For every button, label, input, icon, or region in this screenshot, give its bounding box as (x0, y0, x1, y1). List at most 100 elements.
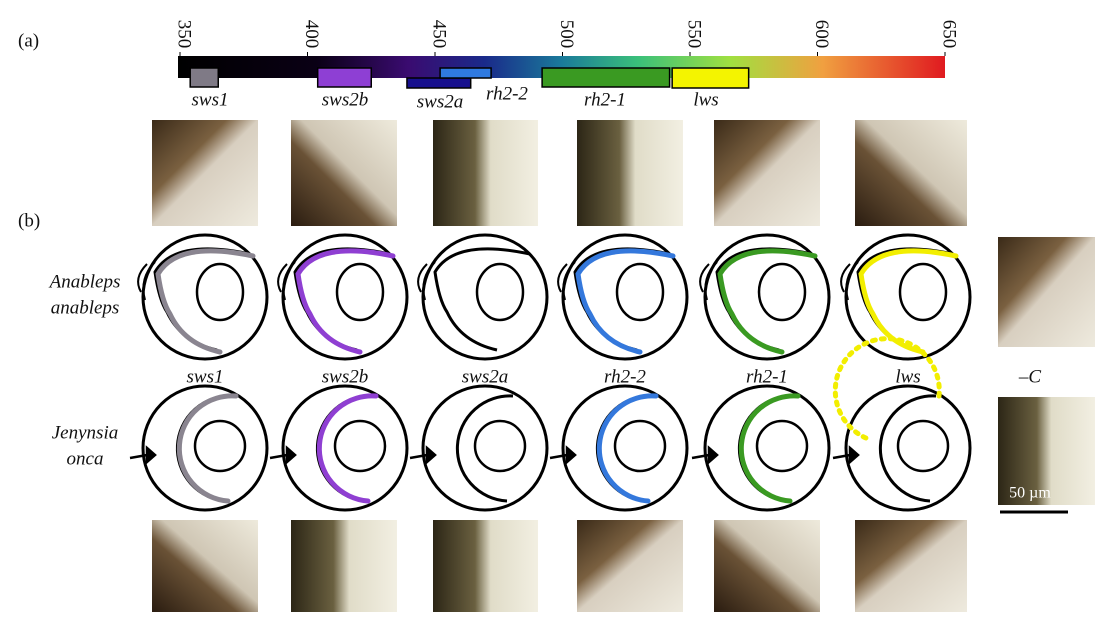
tick-label: 350 (174, 20, 195, 49)
column-label: rh2-1 (746, 366, 788, 387)
cornea (137, 261, 156, 301)
retina (878, 394, 937, 503)
opsin-label: rh2-1 (584, 89, 626, 110)
micrograph (433, 520, 538, 612)
opsin-expression (295, 248, 396, 355)
eye-outline (421, 233, 549, 361)
opsin-label: lws (693, 89, 718, 110)
opsin-expression (316, 393, 379, 504)
micrograph (714, 520, 820, 612)
eye-outline (703, 233, 831, 361)
lens (193, 419, 247, 473)
panel-label: (b) (18, 210, 40, 231)
lens (333, 419, 387, 473)
tick-label: 550 (684, 20, 705, 49)
cornea (277, 261, 296, 301)
column-label: –C (1018, 366, 1042, 387)
opsin-range (439, 67, 492, 79)
column-label: sws2a (462, 366, 508, 387)
micrograph (998, 397, 1095, 505)
column-label: sws1 (187, 366, 224, 387)
lens (898, 262, 948, 322)
tick-label: 500 (556, 20, 577, 49)
eye-outline (141, 384, 269, 512)
opsin-range (671, 67, 750, 89)
eye-outline (281, 384, 409, 512)
lens (615, 262, 665, 322)
opsin-label: rh2-2 (486, 83, 528, 104)
optic-nerve (129, 445, 157, 465)
retina (175, 394, 234, 503)
cornea (840, 261, 859, 301)
tick-label: 450 (429, 20, 450, 49)
opsin-expression (717, 248, 818, 355)
column-label: lws (895, 366, 920, 387)
lens (473, 419, 527, 473)
eye-outline (844, 233, 972, 361)
lens (757, 262, 807, 322)
lens (613, 419, 667, 473)
micrograph (577, 520, 683, 612)
retina (315, 394, 374, 503)
micrograph (577, 120, 683, 226)
optic-nerve (269, 445, 297, 465)
column-label: rh2-2 (604, 366, 646, 387)
opsin-range (541, 67, 671, 88)
opsin-expression (858, 248, 959, 355)
micrograph (855, 120, 967, 226)
lens (195, 262, 245, 322)
cornea (417, 261, 436, 301)
eye-outline (561, 384, 689, 512)
cornea (557, 261, 576, 301)
micrograph (433, 120, 538, 226)
lens (755, 419, 809, 473)
optic-nerve (832, 445, 860, 465)
tick-label: 600 (811, 20, 832, 49)
optic-nerve (691, 445, 719, 465)
eye-outline (844, 384, 972, 512)
opsin-expression (596, 393, 659, 504)
opsin-range (189, 67, 219, 88)
opsin-range (316, 67, 373, 88)
cornea (699, 261, 718, 301)
lens (896, 419, 950, 473)
micrograph (291, 520, 397, 612)
retina (737, 394, 796, 503)
lens (475, 262, 525, 322)
eye-outline (421, 384, 549, 512)
retina (433, 247, 531, 352)
opsin-label: sws1 (192, 89, 229, 110)
retina (455, 394, 514, 503)
panel-label: (a) (18, 30, 39, 51)
micrograph (998, 237, 1095, 347)
column-label: sws2b (322, 366, 368, 387)
optic-nerve (409, 445, 437, 465)
eye-outline (561, 233, 689, 361)
species-name: Jenynsia (52, 422, 118, 443)
opsin-expression (832, 336, 942, 443)
opsin-label: sws2b (322, 89, 368, 110)
species-name: Anableps (48, 271, 121, 292)
micrograph (855, 520, 967, 612)
eye-outline (703, 384, 831, 512)
scale-bar-label: 50 µm (1009, 485, 1051, 502)
opsin-expression (738, 393, 801, 504)
lens (335, 262, 385, 322)
retina (595, 394, 654, 503)
opsin-expression (575, 248, 676, 355)
micrograph (152, 520, 258, 612)
micrograph (714, 120, 820, 226)
optic-nerve (549, 445, 577, 465)
opsin-range (406, 77, 472, 89)
opsin-label: sws2a (417, 91, 463, 112)
tick-label: 400 (301, 20, 322, 49)
eye-outline (141, 233, 269, 361)
species-name: onca (67, 448, 104, 469)
tick-label: 650 (939, 20, 960, 49)
micrograph (152, 120, 258, 226)
eye-outline (281, 233, 409, 361)
micrograph (291, 120, 397, 226)
species-name: anableps (51, 297, 120, 318)
opsin-expression (176, 393, 239, 504)
